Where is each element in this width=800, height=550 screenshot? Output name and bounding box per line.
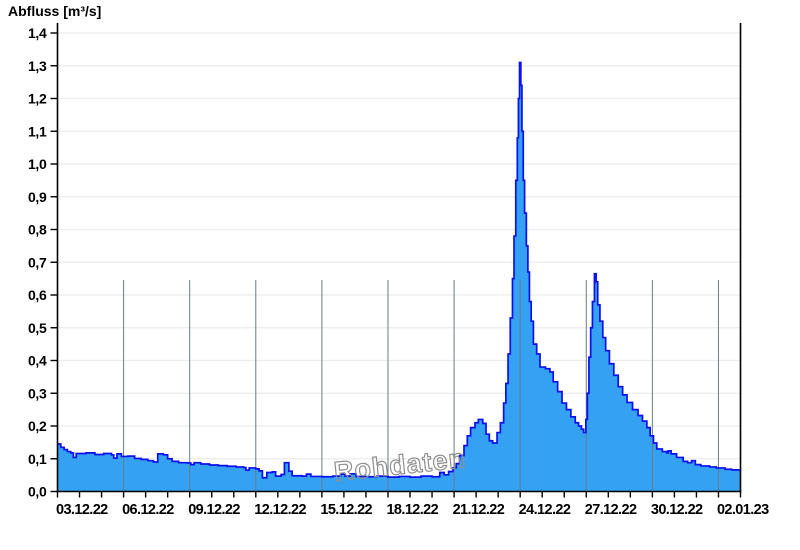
y-tick-label: 0,5 [28,320,47,336]
y-tick-label: 0,6 [28,287,47,303]
series-area [57,62,741,492]
y-tick-label: 0,9 [28,189,47,205]
x-tick-label: 27.12.22 [585,502,637,518]
y-tick-label: 0,4 [28,353,47,369]
y-tick-label: 0,0 [28,484,47,500]
axes [56,23,742,493]
vertical-gridlines [123,280,719,492]
y-tick-label: 1,0 [28,156,47,172]
y-tick-label: 1,2 [28,91,47,107]
x-tick-label: 03.12.22 [56,502,108,518]
x-tick-label: 21.12.22 [453,502,505,518]
chart-title: Abfluss [m³/s] [8,3,102,19]
x-tick-label: 12.12.22 [254,502,306,518]
x-tick-label: 06.12.22 [122,502,174,518]
y-axis-ticks: 0,0 0,1 0,2 0,3 0,4 0,5 0,6 0,7 0,8 0,9 1,0 1,1 1,2 1… [28,25,58,500]
x-tick-label: 18.12.22 [386,502,438,518]
horizontal-gridlines [57,32,741,460]
y-tick-label: 0,8 [28,222,47,238]
x-axis-ticks: 03.12.22 06.12.22 09.12.22 12.12.22 15.12.22… [56,491,770,518]
y-tick-label: 0,3 [28,385,47,401]
x-tick-label: 09.12.22 [188,502,240,518]
y-tick-label: 1,3 [28,58,47,74]
series-line [57,61,742,479]
x-tick-label: 24.12.22 [519,502,571,518]
x-tick-label: 15.12.22 [320,502,372,518]
y-tick-label: 0,7 [28,254,47,270]
y-tick-label: 1,4 [28,25,47,41]
y-tick-label: 1,1 [28,123,47,139]
y-tick-label: 0,2 [28,418,47,434]
y-tick-label: 0,1 [28,451,47,467]
x-tick-label: 02.01.23 [717,502,769,518]
x-tick-label: 30.12.22 [651,502,703,518]
